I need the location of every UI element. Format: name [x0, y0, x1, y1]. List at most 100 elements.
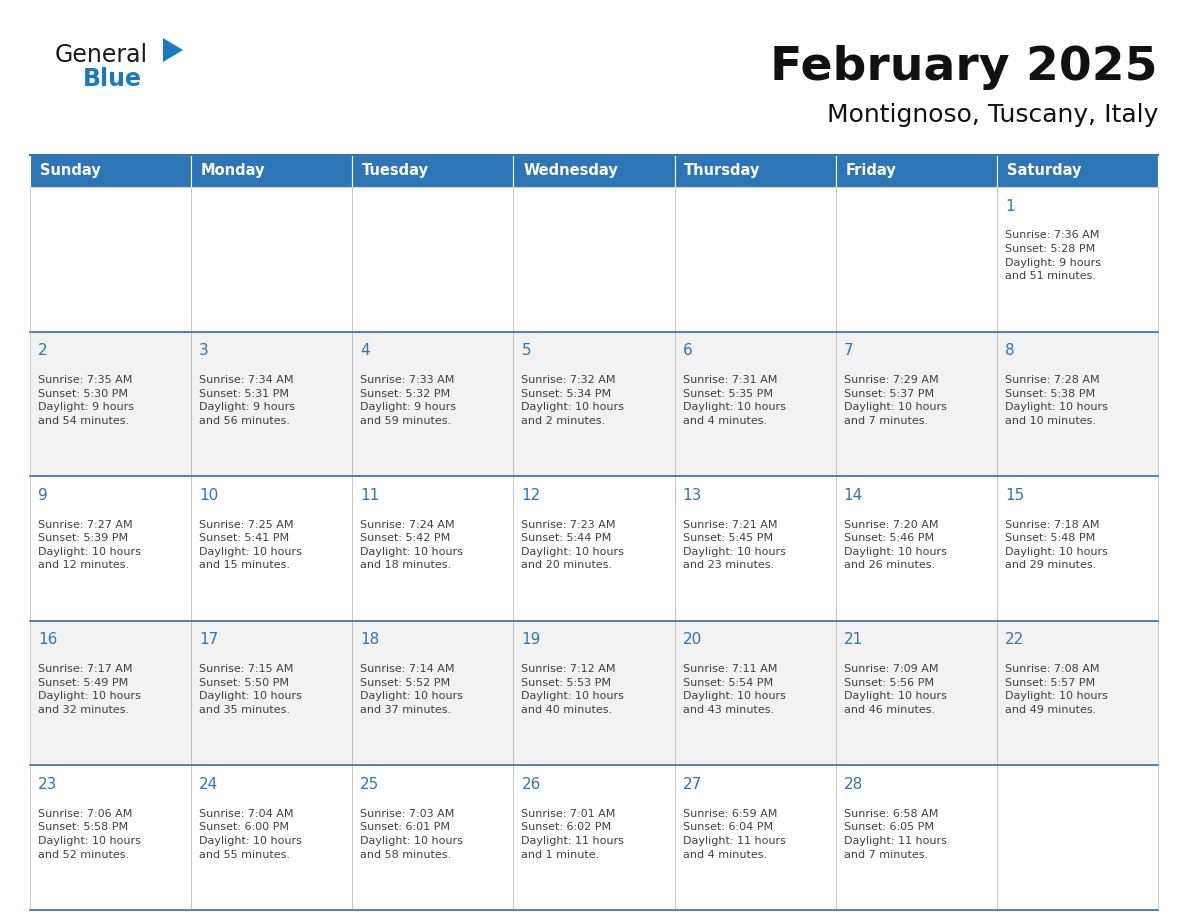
Bar [675, 155, 835, 187]
Bar [997, 187, 1158, 331]
Bar [30, 187, 191, 331]
Bar [513, 621, 675, 766]
Bar [835, 187, 997, 331]
Bar [191, 331, 353, 476]
Text: Sunrise: 7:33 AM
Sunset: 5:32 PM
Daylight: 9 hours
and 59 minutes.: Sunrise: 7:33 AM Sunset: 5:32 PM Dayligh… [360, 375, 456, 426]
Bar [191, 621, 353, 766]
Bar [30, 476, 191, 621]
Text: Saturday: Saturday [1006, 163, 1081, 178]
Text: Sunrise: 7:06 AM
Sunset: 5:58 PM
Daylight: 10 hours
and 52 minutes.: Sunrise: 7:06 AM Sunset: 5:58 PM Dayligh… [38, 809, 141, 859]
Text: 8: 8 [1005, 343, 1015, 358]
Text: 4: 4 [360, 343, 369, 358]
Text: Sunrise: 7:17 AM
Sunset: 5:49 PM
Daylight: 10 hours
and 32 minutes.: Sunrise: 7:17 AM Sunset: 5:49 PM Dayligh… [38, 665, 141, 715]
Bar [353, 331, 513, 476]
Text: 28: 28 [843, 777, 862, 792]
Bar [191, 155, 353, 187]
Bar [835, 331, 997, 476]
Text: 3: 3 [200, 343, 209, 358]
Bar [513, 766, 675, 910]
Text: Sunrise: 7:01 AM
Sunset: 6:02 PM
Daylight: 11 hours
and 1 minute.: Sunrise: 7:01 AM Sunset: 6:02 PM Dayligh… [522, 809, 625, 859]
Bar [675, 331, 835, 476]
Text: 18: 18 [360, 633, 380, 647]
Text: Sunrise: 7:12 AM
Sunset: 5:53 PM
Daylight: 10 hours
and 40 minutes.: Sunrise: 7:12 AM Sunset: 5:53 PM Dayligh… [522, 665, 625, 715]
Bar [513, 331, 675, 476]
Bar [675, 766, 835, 910]
Bar [191, 476, 353, 621]
Text: Sunrise: 7:08 AM
Sunset: 5:57 PM
Daylight: 10 hours
and 49 minutes.: Sunrise: 7:08 AM Sunset: 5:57 PM Dayligh… [1005, 665, 1107, 715]
Bar [30, 766, 191, 910]
Text: Sunrise: 7:36 AM
Sunset: 5:28 PM
Daylight: 9 hours
and 51 minutes.: Sunrise: 7:36 AM Sunset: 5:28 PM Dayligh… [1005, 230, 1101, 281]
Text: Blue: Blue [83, 67, 143, 91]
Text: February 2025: February 2025 [771, 46, 1158, 91]
Text: Sunrise: 7:03 AM
Sunset: 6:01 PM
Daylight: 10 hours
and 58 minutes.: Sunrise: 7:03 AM Sunset: 6:01 PM Dayligh… [360, 809, 463, 859]
Bar [30, 331, 191, 476]
Text: 23: 23 [38, 777, 57, 792]
Text: Sunrise: 7:14 AM
Sunset: 5:52 PM
Daylight: 10 hours
and 37 minutes.: Sunrise: 7:14 AM Sunset: 5:52 PM Dayligh… [360, 665, 463, 715]
Text: 26: 26 [522, 777, 541, 792]
Bar [513, 155, 675, 187]
Text: 22: 22 [1005, 633, 1024, 647]
Text: Monday: Monday [201, 163, 265, 178]
Text: Sunrise: 7:27 AM
Sunset: 5:39 PM
Daylight: 10 hours
and 12 minutes.: Sunrise: 7:27 AM Sunset: 5:39 PM Dayligh… [38, 520, 141, 570]
Text: 9: 9 [38, 487, 48, 503]
Text: Sunday: Sunday [39, 163, 101, 178]
Text: 10: 10 [200, 487, 219, 503]
Bar [835, 621, 997, 766]
Text: Sunrise: 7:29 AM
Sunset: 5:37 PM
Daylight: 10 hours
and 7 minutes.: Sunrise: 7:29 AM Sunset: 5:37 PM Dayligh… [843, 375, 947, 426]
Bar [997, 621, 1158, 766]
Bar [353, 766, 513, 910]
Bar [675, 621, 835, 766]
Polygon shape [163, 38, 183, 62]
Text: 6: 6 [683, 343, 693, 358]
Text: Thursday: Thursday [684, 163, 760, 178]
Text: 20: 20 [683, 633, 702, 647]
Text: Tuesday: Tuesday [362, 163, 429, 178]
Bar [675, 187, 835, 331]
Text: Sunrise: 7:20 AM
Sunset: 5:46 PM
Daylight: 10 hours
and 26 minutes.: Sunrise: 7:20 AM Sunset: 5:46 PM Dayligh… [843, 520, 947, 570]
Text: Sunrise: 7:28 AM
Sunset: 5:38 PM
Daylight: 10 hours
and 10 minutes.: Sunrise: 7:28 AM Sunset: 5:38 PM Dayligh… [1005, 375, 1107, 426]
Bar [353, 155, 513, 187]
Text: 15: 15 [1005, 487, 1024, 503]
Text: 11: 11 [360, 487, 380, 503]
Text: Sunrise: 7:23 AM
Sunset: 5:44 PM
Daylight: 10 hours
and 20 minutes.: Sunrise: 7:23 AM Sunset: 5:44 PM Dayligh… [522, 520, 625, 570]
Text: 7: 7 [843, 343, 853, 358]
Text: Sunrise: 7:18 AM
Sunset: 5:48 PM
Daylight: 10 hours
and 29 minutes.: Sunrise: 7:18 AM Sunset: 5:48 PM Dayligh… [1005, 520, 1107, 570]
Text: Sunrise: 7:35 AM
Sunset: 5:30 PM
Daylight: 9 hours
and 54 minutes.: Sunrise: 7:35 AM Sunset: 5:30 PM Dayligh… [38, 375, 134, 426]
Bar [997, 476, 1158, 621]
Text: 17: 17 [200, 633, 219, 647]
Text: Friday: Friday [846, 163, 896, 178]
Bar [513, 476, 675, 621]
Text: 2: 2 [38, 343, 48, 358]
Text: Sunrise: 7:11 AM
Sunset: 5:54 PM
Daylight: 10 hours
and 43 minutes.: Sunrise: 7:11 AM Sunset: 5:54 PM Dayligh… [683, 665, 785, 715]
Bar [835, 476, 997, 621]
Text: Sunrise: 7:24 AM
Sunset: 5:42 PM
Daylight: 10 hours
and 18 minutes.: Sunrise: 7:24 AM Sunset: 5:42 PM Dayligh… [360, 520, 463, 570]
Bar [513, 187, 675, 331]
Bar [191, 766, 353, 910]
Bar [353, 187, 513, 331]
Text: 14: 14 [843, 487, 862, 503]
Text: Sunrise: 6:58 AM
Sunset: 6:05 PM
Daylight: 11 hours
and 7 minutes.: Sunrise: 6:58 AM Sunset: 6:05 PM Dayligh… [843, 809, 947, 859]
Text: 1: 1 [1005, 198, 1015, 214]
Bar [835, 766, 997, 910]
Bar [675, 476, 835, 621]
Bar [835, 155, 997, 187]
Text: 12: 12 [522, 487, 541, 503]
Bar [353, 476, 513, 621]
Text: 5: 5 [522, 343, 531, 358]
Text: 21: 21 [843, 633, 862, 647]
Bar [997, 331, 1158, 476]
Bar [997, 766, 1158, 910]
Bar [30, 155, 191, 187]
Text: General: General [55, 43, 148, 67]
Text: Sunrise: 7:15 AM
Sunset: 5:50 PM
Daylight: 10 hours
and 35 minutes.: Sunrise: 7:15 AM Sunset: 5:50 PM Dayligh… [200, 665, 302, 715]
Text: 16: 16 [38, 633, 57, 647]
Bar [30, 621, 191, 766]
Text: Sunrise: 7:04 AM
Sunset: 6:00 PM
Daylight: 10 hours
and 55 minutes.: Sunrise: 7:04 AM Sunset: 6:00 PM Dayligh… [200, 809, 302, 859]
Text: Sunrise: 7:25 AM
Sunset: 5:41 PM
Daylight: 10 hours
and 15 minutes.: Sunrise: 7:25 AM Sunset: 5:41 PM Dayligh… [200, 520, 302, 570]
Bar [191, 187, 353, 331]
Text: Sunrise: 7:32 AM
Sunset: 5:34 PM
Daylight: 10 hours
and 2 minutes.: Sunrise: 7:32 AM Sunset: 5:34 PM Dayligh… [522, 375, 625, 426]
Text: Sunrise: 7:34 AM
Sunset: 5:31 PM
Daylight: 9 hours
and 56 minutes.: Sunrise: 7:34 AM Sunset: 5:31 PM Dayligh… [200, 375, 295, 426]
Text: Sunrise: 7:09 AM
Sunset: 5:56 PM
Daylight: 10 hours
and 46 minutes.: Sunrise: 7:09 AM Sunset: 5:56 PM Dayligh… [843, 665, 947, 715]
Text: 27: 27 [683, 777, 702, 792]
Text: 24: 24 [200, 777, 219, 792]
